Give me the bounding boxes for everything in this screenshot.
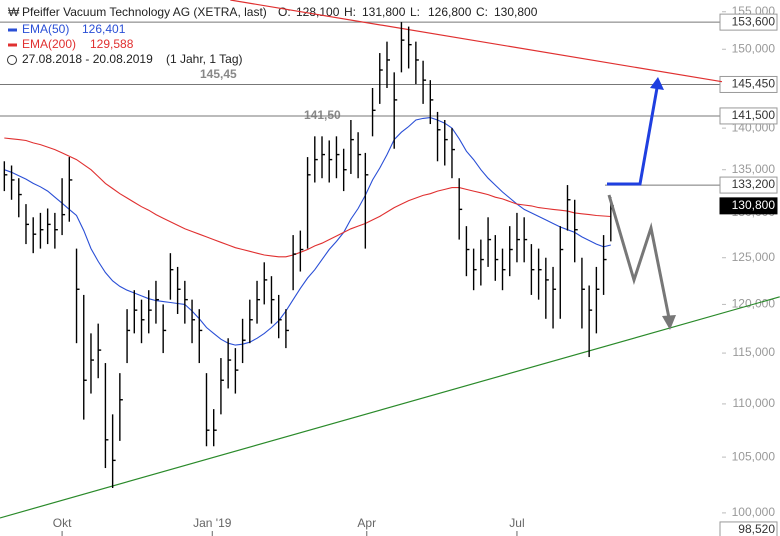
y-tick-label: 110,000 [733,396,776,410]
y-tick-label: 150,000 [732,41,776,55]
price-marker [719,197,778,215]
quote-value: 126,800 [428,5,472,19]
chart-icon: ₩ [8,5,20,19]
x-tick-label: Okt [53,516,72,530]
scenario-arrows [607,77,676,330]
quote: O: 128,100 H: 131,800 L: 126,800 C: 130,800 [278,5,538,19]
price-marker-label: 98,520 [738,522,775,536]
level-label: 133,200 [732,177,776,191]
gray-arrow [607,194,671,319]
trendline [0,296,780,519]
quote-label: C: [476,5,488,19]
level-label-box [719,13,778,31]
y-tick-label: 105,000 [732,449,776,463]
ema-line [4,137,611,258]
blue-arrow [607,87,659,186]
period-note: (1 Jahr, 1 Tag) [166,52,243,66]
arrow-head [662,315,676,330]
level-label: 153,600 [732,14,776,28]
annotation: 141,50 [304,108,341,122]
quote-value: 131,800 [362,5,406,19]
x-tick-label: Jan '19 [193,516,232,530]
y-tick-label: 135,000 [732,162,776,176]
period: 27.08.2018 - 20.08.2019 [22,52,153,66]
price-marker [719,521,778,536]
clock-icon [7,55,17,65]
header: ₩ Pfeiffer Vacuum Technology AG (XETRA, … [7,5,538,122]
x-tick-label: Apr [357,516,376,530]
quote-label: L: [410,5,420,19]
annotation: 145,45 [200,67,237,81]
x-tick-label: Jul [509,516,524,530]
y-tick-label: 100,000 [732,505,776,519]
y-tick-label: 115,000 [733,345,776,359]
quote-value: 130,800 [494,5,538,19]
arrow-head [650,77,664,90]
legend-label: EMA(50) [22,22,69,36]
legend-label: EMA(200) [22,37,76,51]
level-label-box [719,176,778,194]
quote-label: H: [344,5,356,19]
quote-value: 128,100 [296,5,340,19]
quote-label: O: [278,5,291,19]
chart-title: Pfeiffer Vacuum Technology AG (XETRA, la… [22,5,267,19]
level-label: 141,500 [732,108,776,122]
level-label: 145,450 [732,77,776,91]
price-marker-label: 130,800 [732,198,776,212]
trendline [230,0,723,83]
ema-line [4,117,611,346]
level-label-box [719,107,778,125]
legend-value: 129,588 [90,37,134,51]
y-tick-label: 125,000 [732,250,776,264]
legend-value: 126,401 [82,22,126,36]
level-label-box [719,75,778,93]
